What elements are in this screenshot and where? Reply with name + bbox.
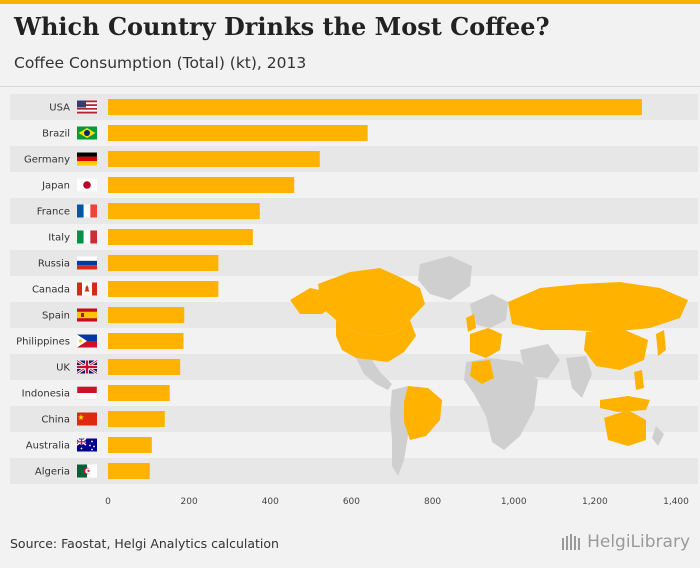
bar-russia[interactable] [108,255,219,271]
category-label: Italy [48,233,70,244]
source-note: Source: Faostat, Helgi Analytics calcula… [10,536,279,551]
gb-flag-icon [76,359,98,375]
dz-flag-icon [77,464,97,478]
map-europe-west [470,328,502,358]
category-label: Philippines [16,337,70,348]
cn-flag-icon [77,412,97,426]
map-japan [656,330,666,356]
map-mexico [356,358,392,390]
category-label: Australia [26,441,70,452]
x-axis-ticks: 0 200 400 600 800 1,000 1,200 1,400 [105,497,689,507]
bar-spain[interactable] [108,307,185,323]
bar-usa[interactable] [108,99,642,115]
category-label: Brazil [42,129,70,140]
accent-bar [0,0,700,4]
flags [76,100,98,478]
es-flag-icon [77,308,97,322]
bar-australia[interactable] [108,437,152,453]
x-tick-label: 600 [343,497,360,507]
jp-flag-icon [77,178,97,192]
category-label: Russia [38,259,70,270]
bar-germany[interactable] [108,151,320,167]
category-label: Spain [42,311,70,322]
map-indonesia [600,396,650,412]
id-flag-icon [76,386,98,400]
it-flag-icon [77,230,97,244]
bar-uk[interactable] [108,359,181,375]
map-middle-east [520,344,560,378]
category-label: Japan [41,181,70,192]
bar-indonesia[interactable] [108,385,170,401]
bar-philippines[interactable] [108,333,184,349]
ph-flag-icon [77,334,97,348]
map-greenland [418,256,472,300]
x-tick-label: 1,400 [663,497,689,507]
helgi-library-logo[interactable]: HelgiLibrary [561,532,690,552]
bar-algeria[interactable] [108,463,150,479]
category-label: UK [56,363,70,374]
bar-brazil[interactable] [108,125,368,141]
bar-japan[interactable] [108,177,295,193]
us-flag-icon [77,100,97,114]
map-brazil [404,386,442,440]
bar-italy[interactable] [108,229,253,245]
category-label: China [41,415,70,426]
map-china [584,328,648,370]
x-tick-label: 400 [262,497,279,507]
bar-france[interactable] [108,203,260,219]
x-tick-label: 200 [181,497,198,507]
logo-text: HelgiLibrary [587,532,690,552]
title-divider [0,86,700,87]
category-label: Indonesia [22,389,70,400]
map-russia [508,282,688,332]
x-tick-label: 1,000 [501,497,527,507]
au-flag-icon [76,437,97,452]
chart-title: Which Country Drinks the Most Coffee? [14,12,550,41]
bar-canada[interactable] [108,281,219,297]
bar-chart: USA Brazil Germany Japan France Italy Russia Ca… [10,94,698,507]
map-new-zealand [652,426,664,446]
category-label: Canada [32,285,70,296]
ca-flag-icon [77,282,97,296]
category-label: Algeria [35,467,70,478]
world-map-background [290,256,688,476]
x-tick-label: 1,200 [582,497,608,507]
de-flag-icon [77,152,97,166]
map-india [566,356,592,398]
map-philippines [634,370,644,390]
x-tick-label: 0 [105,497,111,507]
fr-flag-icon [77,204,97,218]
map-algeria [470,360,494,384]
library-icon [562,534,581,550]
category-labels: USA Brazil Germany Japan France Italy Russia Ca… [16,103,70,478]
x-tick-label: 800 [424,497,441,507]
br-flag-icon [77,126,97,140]
ru-flag-icon [77,256,97,270]
map-europe-north [470,294,508,328]
bar-china[interactable] [108,411,165,427]
chart-subtitle: Coffee Consumption (Total) (kt), 2013 [14,54,307,72]
category-label: France [37,207,70,218]
category-label: Germany [24,155,70,166]
map-usa [336,320,416,362]
map-australia [604,410,646,446]
bars [108,99,642,479]
map-uk [466,314,476,332]
map-canada [318,268,425,336]
category-label: USA [49,103,70,114]
